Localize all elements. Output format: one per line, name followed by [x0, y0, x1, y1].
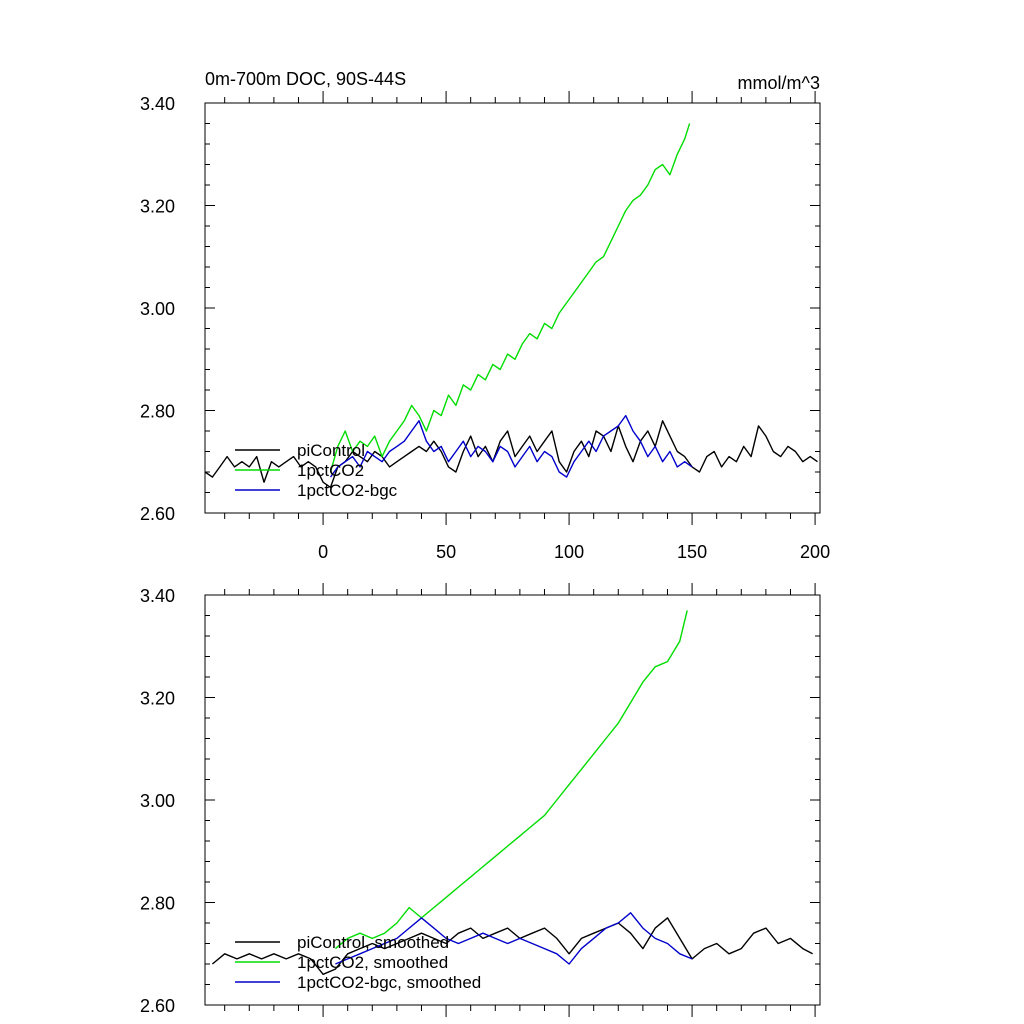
series-line-0 — [205, 420, 818, 489]
legend-label-0: piControl — [297, 441, 365, 460]
series-line-2 — [335, 912, 693, 965]
x-tick-label: 150 — [677, 542, 707, 562]
y-tick-label: 3.20 — [140, 689, 175, 709]
legend-label-2: 1pctCO2-bgc — [297, 481, 398, 500]
y-tick-label: 3.20 — [140, 197, 175, 217]
y-tick-label: 2.80 — [140, 894, 175, 914]
series-line-0 — [211, 917, 813, 975]
y-tick-label: 3.00 — [140, 791, 175, 811]
legend-label-2: 1pctCO2-bgc, smoothed — [297, 973, 481, 992]
x-tick-label: 100 — [554, 542, 584, 562]
legend-label-1: 1pctCO2, smoothed — [297, 953, 448, 972]
series-line-1 — [329, 123, 691, 473]
series-line-1 — [334, 610, 688, 950]
legend-label-1: 1pctCO2 — [297, 461, 364, 480]
series-line-2 — [329, 414, 693, 478]
units-label: mmol/m^3 — [738, 73, 820, 93]
y-tick-label: 2.60 — [140, 996, 175, 1016]
series-group — [211, 610, 813, 975]
x-tick-label: 0 — [318, 542, 328, 562]
chart-title: 0m-700m DOC, 90S-44S — [205, 69, 406, 89]
x-tick-label: 200 — [800, 542, 830, 562]
panel-top: 2.60 2.80 3.00 3.20 3.40 0 50 100 150 200 0m-700m … — [140, 69, 830, 562]
y-tick-label: 2.80 — [140, 402, 175, 422]
y-tick-label: 2.60 — [140, 504, 175, 524]
y-tick-label: 3.00 — [140, 299, 175, 319]
y-tick-label: 3.40 — [140, 94, 175, 114]
legend-label-0: piControl, smoothed — [297, 933, 449, 952]
x-tick-label: 50 — [436, 542, 456, 562]
series-group — [205, 123, 818, 489]
y-tick-label: 3.40 — [140, 586, 175, 606]
